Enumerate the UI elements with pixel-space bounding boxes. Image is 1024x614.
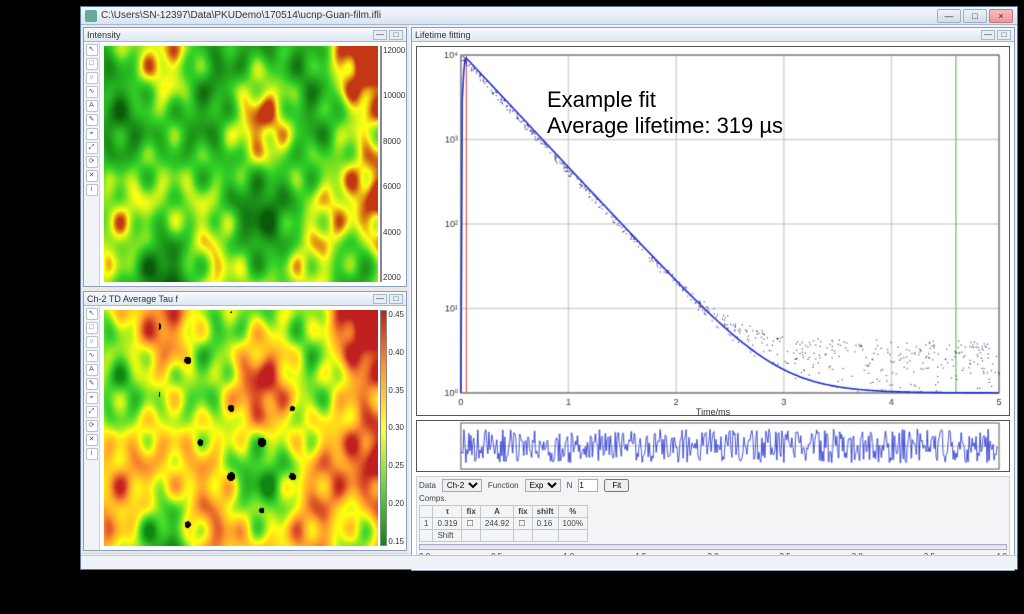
colorbar-tick: 0.45 [388, 310, 404, 319]
intensity-heatmap[interactable] [104, 46, 378, 282]
table-header: τ [433, 505, 462, 517]
comps-label: Comps. [419, 494, 447, 503]
range-slider[interactable] [419, 544, 1007, 550]
minimize-button[interactable]: — [937, 9, 961, 23]
colorbar-tick: 4000 [383, 228, 405, 237]
tool-button[interactable]: ✎ [86, 378, 98, 390]
tool-button[interactable]: ⟳ [86, 420, 98, 432]
tool-button[interactable]: □ [86, 322, 98, 334]
colorbar-tick: 6000 [383, 182, 405, 191]
tool-button[interactable]: ⤢ [86, 142, 98, 154]
close-button[interactable]: × [989, 9, 1013, 23]
table-header: fix [514, 505, 532, 517]
app-icon [85, 10, 97, 22]
table-header: % [558, 505, 587, 517]
tool-button[interactable]: ⤢ [86, 406, 98, 418]
lifetime-panel-title: Ch-2 TD Average Tau f [87, 294, 178, 304]
colorbar-tick: 0.35 [388, 386, 404, 395]
maximize-button[interactable]: □ [963, 9, 987, 23]
table-header: shift [532, 505, 558, 517]
tool-button[interactable]: ✕ [86, 434, 98, 446]
lifetime-toolbar: ↖ □ ○ ∿ A ✎ ⌖ ⤢ ⟳ ✕ i [84, 306, 100, 550]
tool-button[interactable]: ○ [86, 336, 98, 348]
lifetime-axis-label: Lifetime (ms) [56, 510, 77, 614]
main-window: C:\Users\SN-12397\Data\PKUDemo\170514\uc… [80, 6, 1018, 570]
colorbar-tick: 0.40 [388, 348, 404, 357]
decay-plot[interactable]: Example fit Average lifetime: 319 µs Tim… [416, 46, 1010, 416]
tool-button[interactable]: ↖ [86, 308, 98, 320]
n-input[interactable] [578, 479, 598, 492]
table-row: Shift [420, 529, 588, 541]
intensity-min-button[interactable]: — [373, 30, 387, 40]
colorbar-tick: 10000 [383, 91, 405, 100]
decay-xlabel: Time/ms [696, 407, 730, 417]
intensity-panel: Intensity — □ ↖ □ ○ ∿ A ✎ ⌖ ⤢ ⟳ ✕ i 12000 10000 8000… [83, 27, 407, 287]
colorbar-tick: 0.25 [388, 461, 404, 470]
tool-button[interactable]: i [86, 184, 98, 196]
fit-max-button[interactable]: □ [997, 30, 1011, 40]
table-row: 10.319☐244.92☐0.16100% [420, 517, 588, 529]
fit-table: τfixAfixshift%10.319☐244.92☐0.16100%Shif… [419, 505, 588, 542]
lifetime-colorbar: 0.45 0.40 0.35 0.30 0.25 0.20 0.15 [380, 310, 404, 546]
table-header: fix [462, 505, 480, 517]
overlay-line2: Average lifetime: 319 µs [547, 113, 783, 139]
data-select[interactable]: Ch-2 [442, 479, 482, 492]
fit-button[interactable]: Fit [604, 479, 629, 492]
fit-min-button[interactable]: — [981, 30, 995, 40]
residual-plot[interactable] [416, 420, 1010, 472]
intensity-max-button[interactable]: □ [389, 30, 403, 40]
intensity-colorbar: 12000 10000 8000 6000 4000 2000 [380, 46, 404, 282]
tool-button[interactable]: ○ [86, 72, 98, 84]
lifetime-heatmap[interactable] [104, 310, 378, 546]
lifetime-min-button[interactable]: — [373, 294, 387, 304]
tool-button[interactable]: ∿ [86, 350, 98, 362]
tool-button[interactable]: ⌖ [86, 128, 98, 140]
overlay-line1: Example fit [547, 87, 656, 113]
intensity-toolbar: ↖ □ ○ ∿ A ✎ ⌖ ⤢ ⟳ ✕ i [84, 42, 100, 286]
statusbar [81, 555, 1017, 569]
colorbar-tick: 0.15 [388, 537, 404, 546]
tool-button[interactable]: i [86, 448, 98, 460]
right-column: Lifetime fitting — □ Example fit Average… [409, 25, 1017, 569]
tool-button[interactable]: ∿ [86, 86, 98, 98]
func-select[interactable]: Exp [525, 479, 561, 492]
colorbar-tick: 12000 [383, 46, 405, 55]
intensity-axis-label: Intensity [56, 245, 77, 312]
fit-panel: Lifetime fitting — □ Example fit Average… [411, 27, 1015, 571]
left-column: Intensity — □ ↖ □ ○ ∿ A ✎ ⌖ ⤢ ⟳ ✕ i 12000 10000 8000… [81, 25, 409, 569]
main-titlebar: C:\Users\SN-12397\Data\PKUDemo\170514\uc… [81, 7, 1017, 25]
n-label: N [567, 481, 573, 490]
tool-button[interactable]: ✕ [86, 170, 98, 182]
tool-button[interactable]: ↖ [86, 44, 98, 56]
colorbar-tick: 2000 [383, 273, 405, 282]
intensity-panel-title: Intensity [87, 30, 121, 40]
fit-panel-title: Lifetime fitting [415, 30, 471, 40]
window-title: C:\Users\SN-12397\Data\PKUDemo\170514\uc… [101, 10, 381, 21]
table-header: A [480, 505, 513, 517]
tool-button[interactable]: ✎ [86, 114, 98, 126]
table-header [420, 505, 433, 517]
colorbar-tick: 0.30 [388, 423, 404, 432]
colorbar-tick: 8000 [383, 137, 405, 146]
tool-button[interactable]: ⟳ [86, 156, 98, 168]
colorbar-tick: 0.20 [388, 499, 404, 508]
tool-button[interactable]: A [86, 364, 98, 376]
tool-button[interactable]: A [86, 100, 98, 112]
tool-button[interactable]: □ [86, 58, 98, 70]
data-label: Data [419, 481, 436, 490]
func-label: Function [488, 481, 519, 490]
lifetime-panel: Ch-2 TD Average Tau f — □ ↖ □ ○ ∿ A ✎ ⌖ ⤢ ⟳ ✕ i 0.… [83, 291, 407, 551]
tool-button[interactable]: ⌖ [86, 392, 98, 404]
fit-controls: Data Ch-2 Function Exp N Fit Comps. τfix… [416, 476, 1010, 566]
lifetime-max-button[interactable]: □ [389, 294, 403, 304]
